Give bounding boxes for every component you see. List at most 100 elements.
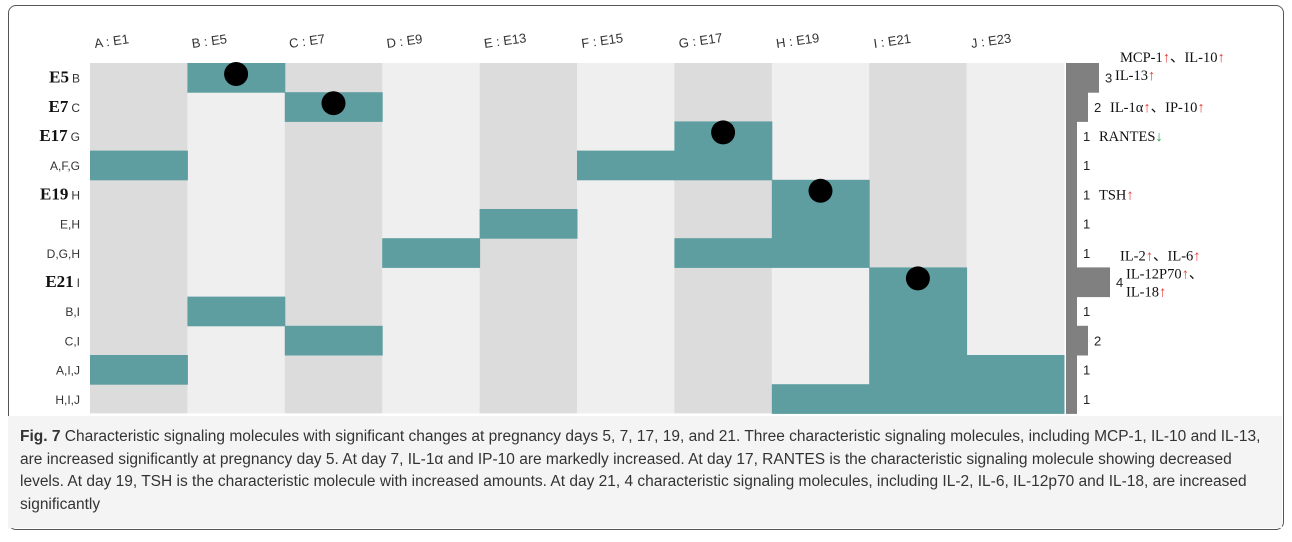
row-label: E17 G: [39, 126, 80, 145]
row-set: A,I,J: [56, 364, 80, 378]
arrow: ↑: [1126, 187, 1133, 203]
row-day: E21: [45, 272, 73, 291]
column-label: F : E15: [580, 30, 624, 51]
row-set: H,I,J: [55, 393, 80, 407]
dot: [808, 178, 833, 203]
set-cell: [674, 150, 773, 181]
row-label: E,H: [60, 218, 80, 232]
column-label: A : E1: [93, 31, 129, 51]
row-set: G: [71, 130, 80, 144]
set-cell: [966, 355, 1065, 385]
set-cell: [187, 296, 286, 327]
count-label: 1: [1083, 217, 1090, 232]
row-set: B,I: [65, 305, 80, 319]
arrow: ↑: [1193, 248, 1200, 264]
count-label: 1: [1083, 158, 1090, 173]
dot: [224, 62, 249, 86]
set-cell: [869, 296, 968, 327]
count-bar: [1066, 238, 1077, 268]
count-label: 1: [1083, 392, 1090, 407]
row-label: E19 H: [40, 184, 80, 203]
set-cell: [284, 325, 383, 356]
annotation-text: RANTES: [1099, 129, 1155, 145]
row-set: D,G,H: [47, 247, 80, 261]
column-label: I : E21: [873, 31, 912, 51]
caption-label: Fig. 7: [20, 428, 61, 445]
arrow: ↑: [1159, 284, 1166, 300]
count-bar: [1066, 325, 1088, 356]
column-label: D : E9: [386, 31, 424, 51]
count-label: 1: [1083, 187, 1090, 202]
annotation-text: IL-1α: [1110, 100, 1144, 116]
arrow: ↑: [1163, 50, 1170, 66]
column-band: [187, 63, 286, 414]
dot: [905, 266, 930, 291]
set-cell: [479, 209, 578, 239]
column-label: B : E5: [191, 31, 228, 51]
annotation: IL-1α↑、IP-10↑: [1110, 100, 1205, 116]
annotation-text: 、IL-6: [1153, 248, 1193, 264]
arrow: ↑: [1217, 50, 1224, 66]
annotation-text: 、: [1189, 266, 1204, 282]
row-day: E7: [48, 97, 68, 116]
annotation-text: IL-12P70: [1126, 266, 1182, 282]
row-label: D,G,H: [47, 247, 80, 261]
set-cell: [674, 238, 773, 268]
set-cell: [90, 150, 188, 181]
column-band: [577, 63, 675, 414]
annotation-text: MCP-1: [1120, 50, 1163, 66]
annotation-text: TSH: [1099, 187, 1127, 203]
row-set: H: [71, 188, 80, 202]
annotation: IL-13↑: [1115, 68, 1155, 84]
count-bar: [1066, 355, 1077, 385]
figure-frame: [8, 5, 1284, 530]
column-label: E : E13: [483, 30, 527, 51]
row-set: E,H: [60, 218, 80, 232]
row-day: E5: [49, 68, 69, 87]
annotation-text: IL-13: [1115, 68, 1148, 84]
annotation: IL-2↑、IL-6↑: [1120, 248, 1201, 264]
count-bar: [1066, 150, 1077, 181]
annotation: RANTES↓: [1099, 129, 1163, 145]
dot: [321, 91, 346, 116]
row-label: H,I,J: [55, 393, 80, 407]
set-cell: [966, 384, 1065, 414]
set-cell: [869, 384, 968, 414]
row-label: A,I,J: [56, 364, 80, 378]
set-cell: [869, 355, 968, 385]
count-label: 4: [1116, 275, 1123, 290]
annotation-text: IL-18: [1126, 284, 1159, 300]
annotation: MCP-1↑、IL-10↑: [1120, 50, 1225, 66]
count-bar: [1066, 179, 1077, 210]
arrow: ↑: [1182, 266, 1189, 282]
row-label: E21 I: [45, 272, 80, 291]
count-label: 1: [1083, 363, 1090, 378]
row-set: I: [77, 276, 80, 290]
row-set: C: [71, 101, 80, 115]
count-label: 1: [1083, 129, 1090, 144]
dot: [711, 120, 736, 145]
row-label: B,I: [65, 305, 80, 319]
count-label: 1: [1083, 304, 1090, 319]
annotation: IL-18↑: [1126, 284, 1166, 300]
row-day: E17: [39, 126, 68, 145]
row-set: A,F,G: [50, 159, 80, 173]
set-cell: [869, 325, 968, 356]
count-bar: [1066, 92, 1088, 122]
set-cell: [771, 209, 870, 239]
column-label: J : E23: [970, 30, 1012, 50]
row-label: A,F,G: [50, 159, 80, 173]
caption-text: Characteristic signaling molecules with …: [20, 428, 1261, 513]
row-label: E7 C: [48, 97, 80, 116]
arrow: ↑: [1143, 100, 1150, 116]
annotation: IL-12P70↑、: [1126, 266, 1203, 282]
count-bar: [1066, 267, 1110, 298]
column-label: G : E17: [678, 30, 724, 51]
set-cell: [382, 238, 481, 268]
count-bar: [1066, 63, 1099, 93]
annotation: TSH↑: [1099, 187, 1134, 203]
count-bar: [1066, 121, 1077, 152]
set-cell: [771, 384, 870, 414]
